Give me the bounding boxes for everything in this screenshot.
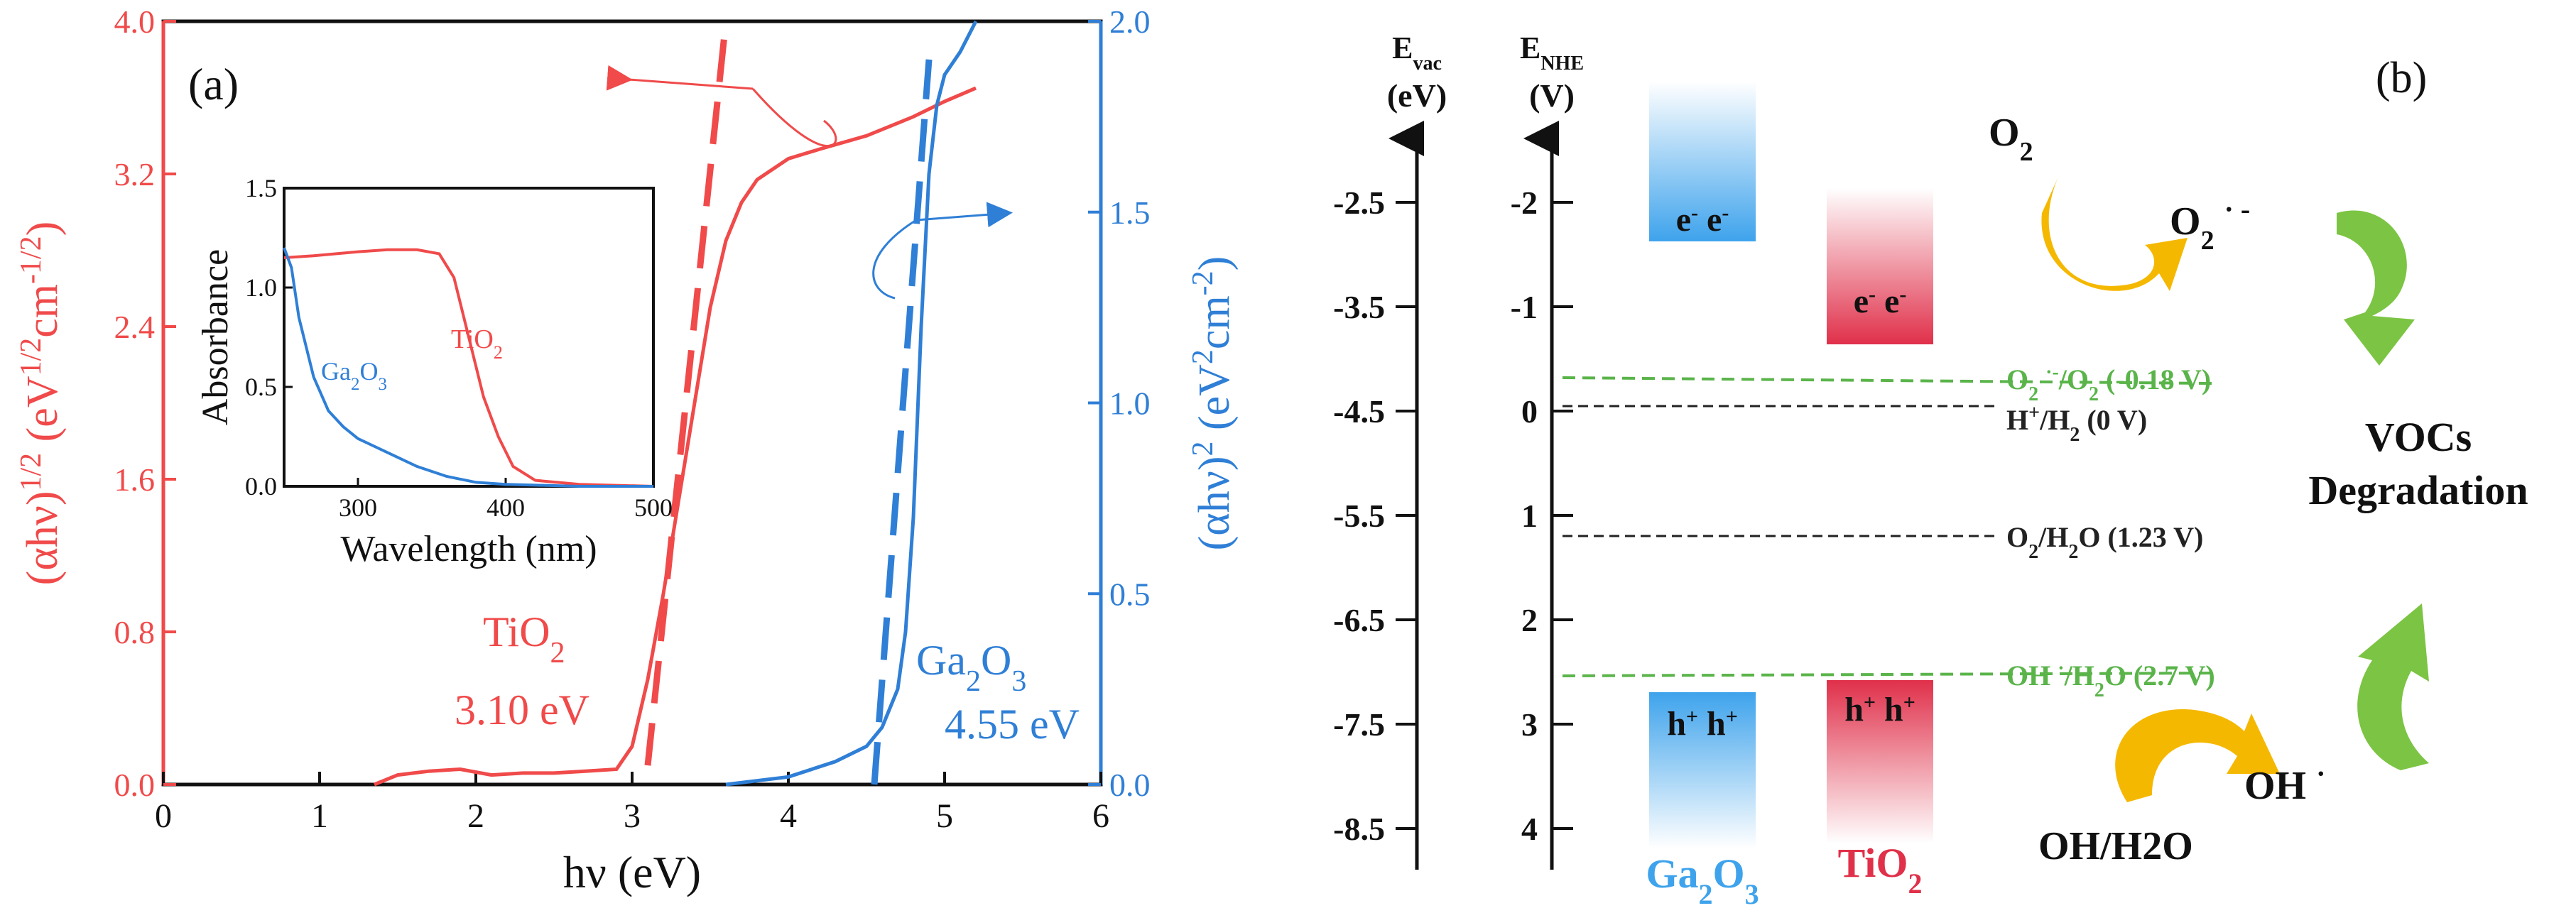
tio2-electrons: e- e- — [1854, 283, 1907, 321]
oh-radical-label: OH · — [2244, 758, 2325, 809]
blue-axis-arrow — [915, 202, 1013, 228]
tio2-conduction-band — [1827, 188, 1933, 344]
enhe-tick-label: 1 — [1521, 498, 1538, 534]
oh-oxidation-arrow — [2115, 709, 2280, 802]
inset-tio2-curve — [283, 248, 654, 488]
evac-axis-title: Evac — [1392, 31, 1442, 75]
x-axis-label: hν (eV) — [563, 847, 701, 897]
right-y-tick-label: 0.0 — [1109, 767, 1151, 803]
red-axis-arrow — [606, 65, 754, 91]
left-y-tick-label: 3.2 — [114, 156, 156, 192]
ga2o3-tauc-curve — [725, 20, 978, 787]
vocs-label-line2: Degradation — [2308, 467, 2528, 513]
panel-b: (b) Evac (eV) ENHE (V) -2.5-3.5-4.5-5.5-… — [1333, 31, 2528, 910]
ga2o3-annotation-name: Ga2O3 — [916, 637, 1026, 698]
inset-x-tick-label: 500 — [634, 493, 673, 522]
left-y-tick-label: 0.8 — [114, 614, 156, 650]
evac-tick-label: -2.5 — [1333, 185, 1385, 221]
tio2-annotation-gap: 3.10 eV — [455, 687, 589, 733]
inset-ga2o3-curve — [283, 247, 653, 488]
enhe-tick-label: 3 — [1521, 706, 1538, 743]
right-y-tick-label: 1.5 — [1109, 195, 1151, 231]
right-axis-label: (αhν)2 (eV2cm-2) — [1187, 256, 1239, 551]
ga2o3-conduction-band — [1649, 82, 1756, 241]
enhe-axis-title: ENHE — [1520, 31, 1584, 75]
right-y-tick-label: 0.5 — [1109, 576, 1151, 612]
tio2-annotation-name: TiO2 — [483, 608, 565, 669]
ga2o3-band-label: Ga2O3 — [1646, 851, 1759, 910]
inset-y-tick-label: 0.0 — [245, 472, 277, 501]
inset-ticks: 300 400 500 0.0 0.5 1.0 1.5 — [245, 174, 673, 522]
panel-a-label: (a) — [188, 59, 239, 109]
enhe-tick-label: 2 — [1521, 602, 1538, 638]
x-tick-label: 5 — [936, 797, 953, 835]
ga2o3-annotation-gap: 4.55 eV — [945, 701, 1080, 748]
inset-y-tick-label: 1.5 — [245, 174, 277, 202]
evac-tick-label: -6.5 — [1333, 602, 1385, 638]
oh-radical-level-label: OH ·/H2O (2.7 V) — [2006, 657, 2215, 701]
tio2-fit-line — [644, 21, 729, 766]
blue-curve-axis-hint — [872, 219, 917, 300]
x-tick-label: 3 — [624, 797, 641, 835]
x-tick-label: 1 — [311, 797, 328, 835]
x-tick-label: 4 — [780, 797, 797, 835]
right-y-tick-label: 2.0 — [1109, 4, 1151, 40]
left-y-tick-label: 1.6 — [114, 461, 156, 498]
inset-y-label: Absorbance — [195, 249, 236, 425]
x-tick-label: 2 — [467, 797, 484, 835]
o2-reduction-arrow — [2041, 174, 2188, 291]
enhe-tick-label: -2 — [1511, 185, 1538, 221]
oh-radical-level-line — [1562, 672, 2213, 677]
evac-tick-label: -5.5 — [1333, 498, 1385, 534]
evac-tick-label: -4.5 — [1333, 393, 1385, 430]
band-axis-ticks: -2.5 -3.5 -4.5 -5.5 -6.5 -7.5 -8.5 -2 -1 0 1 2 3 4 — [1333, 185, 1573, 847]
left-axis-label: (αhν)1/2 (eV1/2cm-1/2) — [15, 222, 67, 586]
evac-tick-label: -3.5 — [1333, 289, 1385, 325]
h2-level-label: H+/H2 (0 V) — [2006, 402, 2147, 446]
ga2o3-holes: h+ h+ — [1667, 705, 1738, 743]
vocs-label-line1: VOCs — [2365, 414, 2472, 460]
panel-b-label: (b) — [2376, 54, 2427, 102]
panel-a: 0 1 2 3 4 5 60.00.81.62.43.24.00.00.51.01.52.0… — [15, 4, 1239, 897]
tio2-valence-band — [1827, 680, 1933, 843]
x-tick-label: 6 — [1092, 797, 1109, 835]
oh-h2o-label: OH/H2O — [2038, 824, 2193, 868]
main-ticks: 0 1 2 3 4 5 60.00.81.62.43.24.00.00.51.01.52.0 — [114, 4, 1151, 835]
ga2o3-electrons: e- e- — [1676, 201, 1729, 239]
evac-axis-unit: (eV) — [1387, 77, 1447, 114]
left-y-tick-label: 2.4 — [114, 309, 156, 345]
enhe-tick-label: -1 — [1511, 289, 1538, 325]
green-down-arrow — [2337, 210, 2415, 366]
evac-tick-label: -7.5 — [1333, 706, 1385, 743]
enhe-axis-unit: (V) — [1529, 77, 1575, 114]
o2-h2o-level-label: O2/H2O (1.23 V) — [2006, 521, 2203, 563]
ga2o3-valence-band — [1649, 692, 1756, 848]
evac-tick-label: -8.5 — [1333, 811, 1385, 847]
inset-x-tick-label: 400 — [487, 493, 525, 522]
tio2-band-label: TiO2 — [1838, 840, 1923, 900]
x-tick-label: 0 — [155, 797, 172, 835]
red-curve-axis-hint — [751, 88, 837, 148]
o2-radical-level-label: O2 ·-/O2 (-0.18 V) — [2006, 361, 2211, 405]
inset-x-label: Wavelength (nm) — [340, 529, 597, 569]
inset-x-tick-label: 300 — [339, 493, 377, 522]
inset-y-tick-label: 1.0 — [245, 273, 277, 302]
right-y-tick-label: 1.0 — [1109, 386, 1151, 422]
o2-label: O2 — [1989, 111, 2033, 167]
enhe-tick-label: 0 — [1521, 393, 1538, 430]
o2-radical-level-line — [1562, 376, 2213, 385]
left-y-tick-label: 0.0 — [114, 767, 156, 803]
inset-y-tick-label: 0.5 — [245, 373, 277, 401]
enhe-tick-label: 4 — [1521, 811, 1538, 847]
left-y-tick-label: 4.0 — [114, 4, 156, 40]
green-up-arrow — [2357, 603, 2429, 770]
